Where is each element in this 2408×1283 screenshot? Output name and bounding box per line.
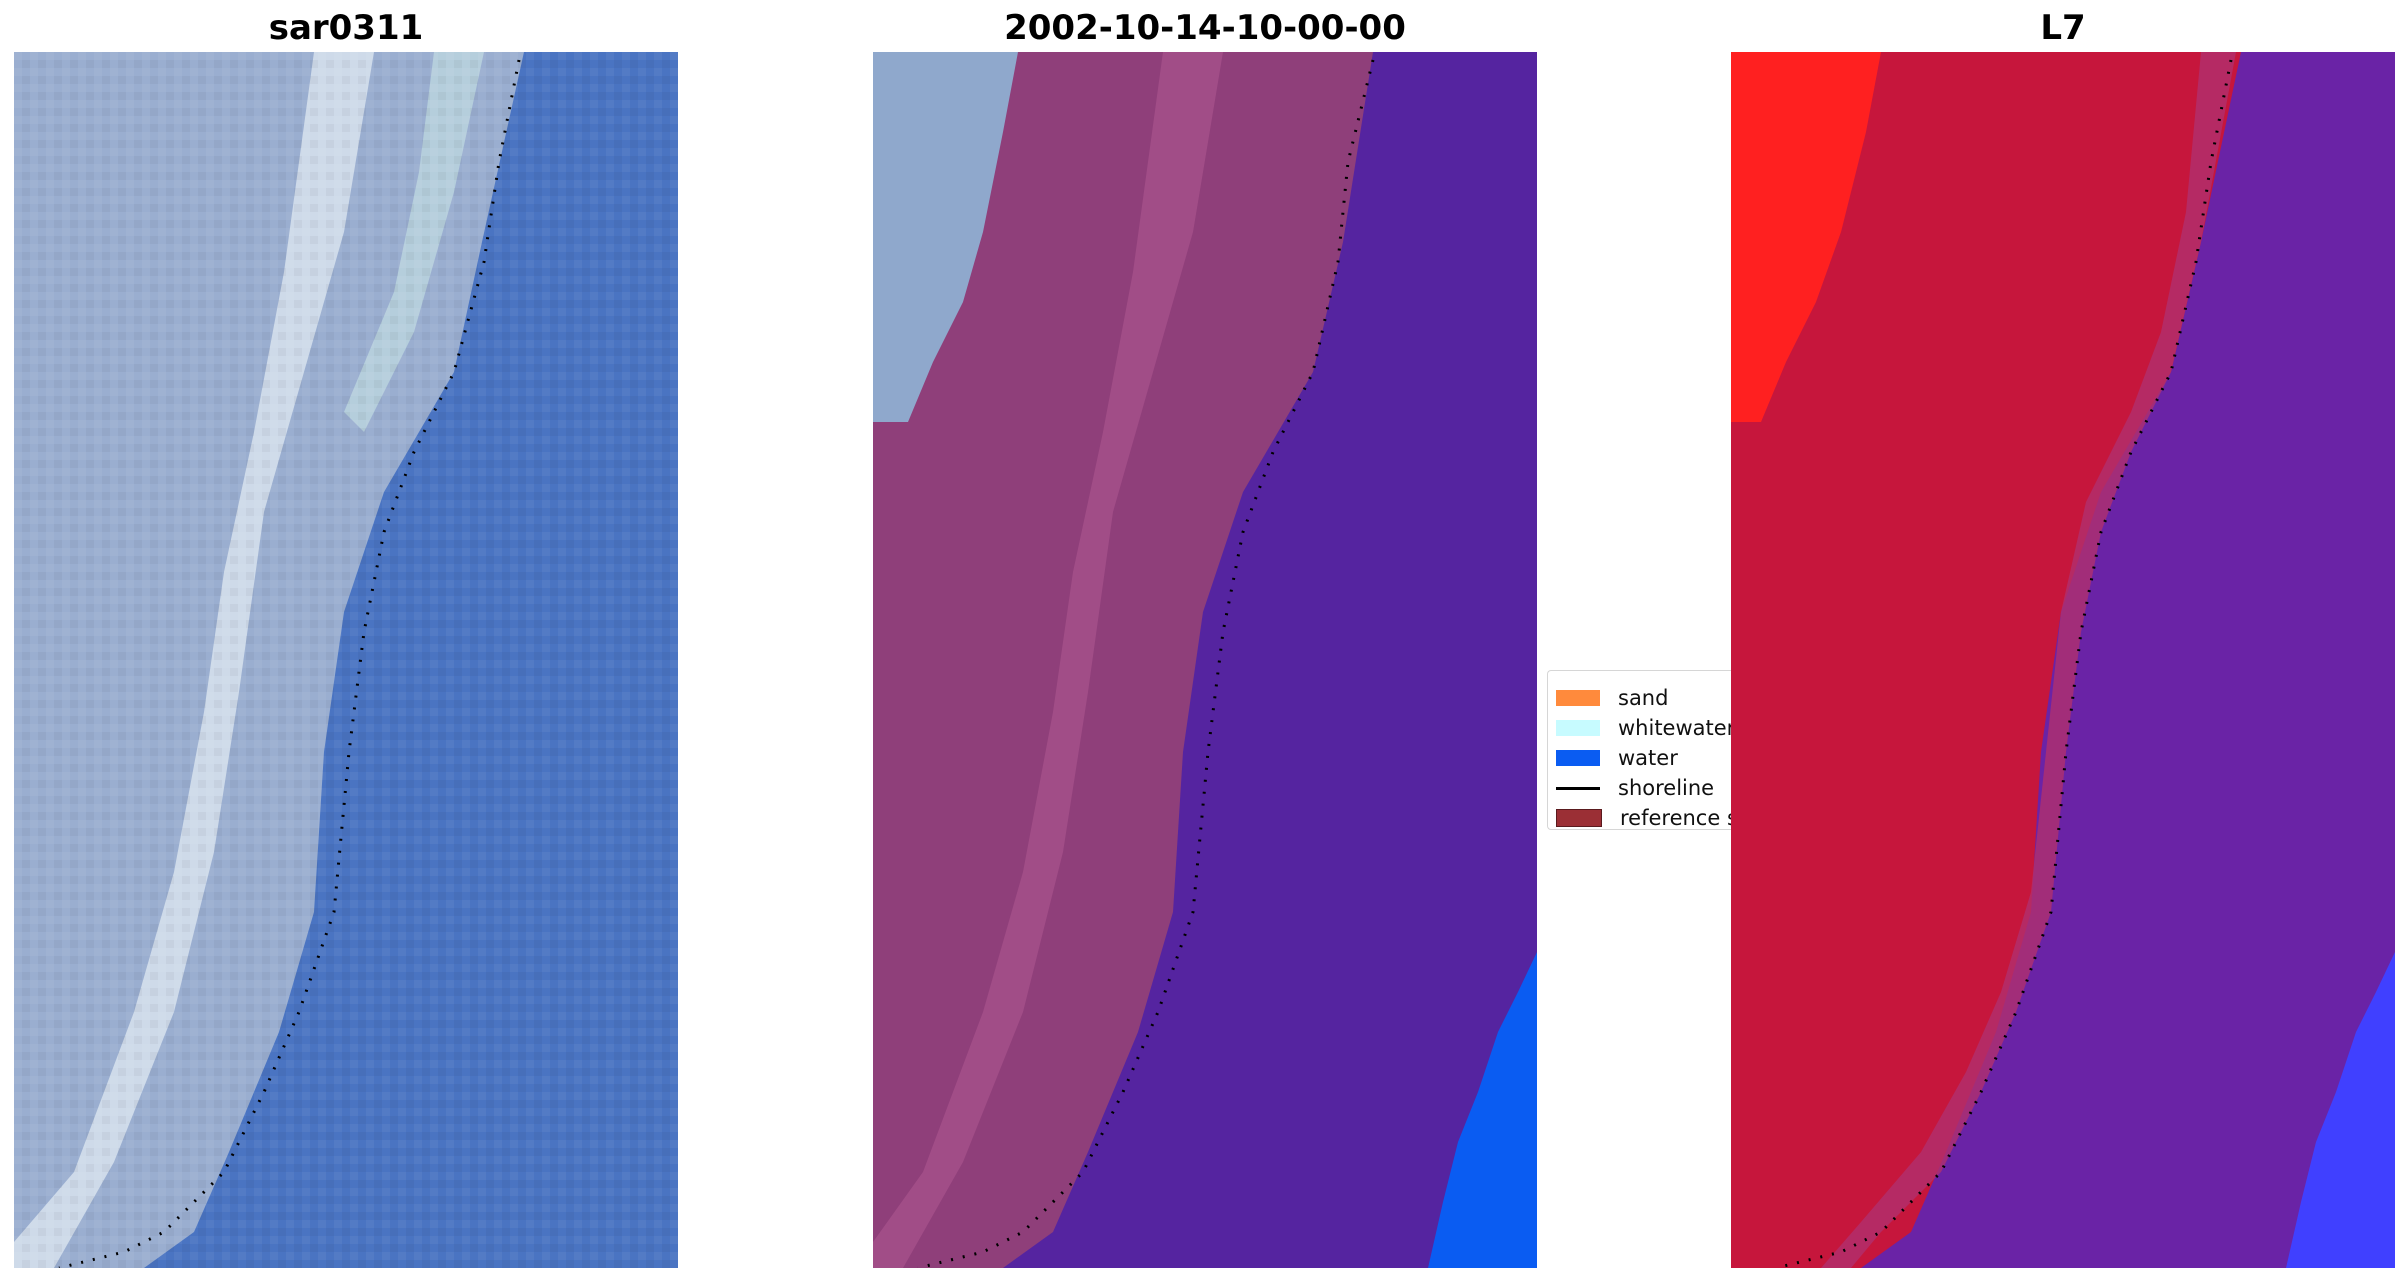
rgb-image (14, 52, 678, 1268)
legend-label: reference s (1620, 806, 1732, 830)
legend-item-sand: sand (1556, 685, 1668, 711)
land-index-area (1731, 52, 2241, 1268)
legend-label: shoreline (1618, 776, 1715, 800)
classified-image-panel (873, 52, 1537, 1268)
classified-image (873, 52, 1537, 1268)
legend-item-reference: reference s (1556, 805, 1732, 830)
legend: sand whitewater water shoreline referenc… (1547, 670, 1732, 830)
legend-swatch-whitewater (1556, 720, 1600, 736)
blue-index-area (2286, 952, 2395, 1268)
legend-swatch-shoreline (1556, 786, 1600, 790)
panel-title-index: L7 (2040, 8, 2086, 48)
panel-title-classified: 2002-10-14-10-00-00 (1004, 8, 1406, 48)
index-image (1731, 52, 2395, 1268)
legend-swatch-reference (1556, 809, 1602, 827)
panel-title-rgb: sar0311 (268, 8, 424, 48)
image-texture (14, 52, 678, 1268)
legend-swatch-water (1556, 750, 1600, 766)
legend-item-whitewater: whitewater (1556, 715, 1732, 741)
legend-item-shoreline: shoreline (1556, 775, 1714, 801)
pure-water-class-area (1428, 952, 1537, 1268)
legend-label: sand (1618, 686, 1669, 710)
rgb-image-panel (14, 52, 678, 1268)
bright-land-index-area (1731, 52, 1881, 422)
surf-class-band (873, 52, 1223, 1268)
legend-label: whitewater (1618, 716, 1732, 740)
transition-band (1821, 52, 2236, 1268)
index-image-panel (1731, 52, 2395, 1268)
legend-label: water (1618, 746, 1678, 770)
legend-swatch-sand (1556, 690, 1600, 706)
unclassified-land-area (873, 52, 1018, 422)
legend-item-water: water (1556, 745, 1678, 771)
